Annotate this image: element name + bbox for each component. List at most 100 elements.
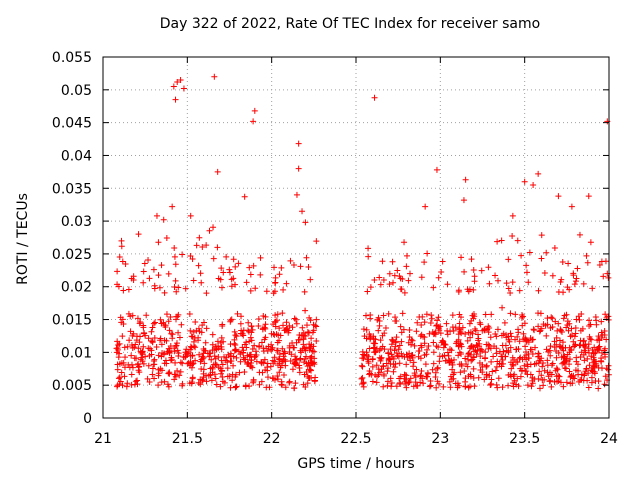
data-point bbox=[236, 369, 243, 376]
data-point bbox=[311, 348, 318, 355]
data-point bbox=[308, 341, 315, 348]
data-point bbox=[547, 343, 554, 350]
data-point bbox=[276, 351, 283, 358]
data-point bbox=[530, 181, 537, 188]
data-point bbox=[297, 263, 304, 270]
data-point bbox=[580, 351, 587, 358]
data-point bbox=[579, 325, 586, 332]
data-point bbox=[295, 165, 302, 172]
data-point bbox=[566, 368, 573, 375]
data-point bbox=[264, 348, 271, 355]
data-point bbox=[580, 280, 587, 287]
data-point bbox=[487, 382, 494, 389]
data-point bbox=[397, 373, 404, 380]
data-point bbox=[218, 334, 225, 341]
data-point bbox=[276, 369, 283, 376]
data-point bbox=[468, 357, 475, 364]
data-point bbox=[121, 344, 128, 351]
data-point bbox=[543, 332, 550, 339]
x-axis-label: GPS time / hours bbox=[297, 456, 415, 472]
data-point bbox=[174, 367, 181, 374]
data-point bbox=[137, 319, 144, 326]
data-point bbox=[523, 356, 530, 363]
data-point bbox=[195, 337, 202, 344]
data-point bbox=[478, 267, 485, 274]
data-point bbox=[584, 355, 591, 362]
data-point bbox=[445, 352, 452, 359]
data-point bbox=[531, 327, 538, 334]
data-point bbox=[151, 356, 158, 363]
data-point bbox=[251, 107, 258, 114]
data-point bbox=[228, 283, 235, 290]
data-point bbox=[115, 354, 122, 361]
data-point bbox=[172, 277, 179, 284]
data-point bbox=[257, 254, 264, 261]
data-point bbox=[456, 326, 463, 333]
data-point bbox=[367, 284, 374, 291]
data-point bbox=[395, 353, 402, 360]
data-point bbox=[459, 324, 466, 331]
data-point bbox=[507, 344, 514, 351]
data-point bbox=[465, 384, 472, 391]
data-point bbox=[243, 344, 250, 351]
data-point bbox=[380, 363, 387, 370]
data-point bbox=[381, 330, 388, 337]
data-point bbox=[188, 380, 195, 387]
data-point bbox=[455, 352, 462, 359]
data-point bbox=[305, 375, 312, 382]
data-point bbox=[551, 338, 558, 345]
data-point bbox=[151, 285, 158, 292]
data-point bbox=[215, 354, 222, 361]
data-point bbox=[128, 352, 135, 359]
data-point bbox=[262, 334, 269, 341]
data-point bbox=[246, 338, 253, 345]
data-point bbox=[541, 367, 548, 374]
data-point bbox=[514, 237, 521, 244]
data-point bbox=[269, 344, 276, 351]
data-point bbox=[414, 319, 421, 326]
data-point bbox=[218, 346, 225, 353]
data-point bbox=[603, 336, 610, 343]
data-point bbox=[397, 286, 404, 293]
data-point bbox=[386, 281, 393, 288]
data-point bbox=[419, 375, 426, 382]
data-point bbox=[533, 360, 540, 367]
data-point bbox=[372, 348, 379, 355]
data-point bbox=[155, 370, 162, 377]
data-point bbox=[220, 269, 227, 276]
data-point bbox=[198, 279, 205, 286]
data-point bbox=[114, 366, 121, 373]
data-point bbox=[380, 383, 387, 390]
data-point bbox=[385, 350, 392, 357]
data-point bbox=[387, 375, 394, 382]
data-point bbox=[271, 376, 278, 383]
data-point bbox=[249, 326, 256, 333]
data-point bbox=[217, 383, 224, 390]
data-point bbox=[359, 374, 366, 381]
data-point bbox=[289, 324, 296, 331]
data-point bbox=[140, 343, 147, 350]
data-point bbox=[483, 372, 490, 379]
data-point bbox=[417, 355, 424, 362]
data-point bbox=[133, 337, 140, 344]
data-point bbox=[175, 350, 182, 357]
data-point bbox=[203, 242, 210, 249]
data-point bbox=[424, 250, 431, 257]
data-point bbox=[560, 315, 567, 322]
data-point bbox=[392, 343, 399, 350]
data-point bbox=[394, 267, 401, 274]
data-point bbox=[283, 280, 290, 287]
data-point bbox=[450, 375, 457, 382]
data-point bbox=[421, 259, 428, 266]
data-point bbox=[462, 378, 469, 385]
data-point bbox=[487, 334, 494, 341]
y-tick-label: 0.055 bbox=[52, 50, 92, 66]
data-point bbox=[476, 359, 483, 366]
data-point bbox=[163, 337, 170, 344]
data-point bbox=[422, 361, 429, 368]
data-point bbox=[165, 270, 172, 277]
data-point bbox=[410, 359, 417, 366]
data-point bbox=[187, 252, 194, 259]
data-point bbox=[605, 274, 612, 281]
data-point bbox=[155, 239, 162, 246]
